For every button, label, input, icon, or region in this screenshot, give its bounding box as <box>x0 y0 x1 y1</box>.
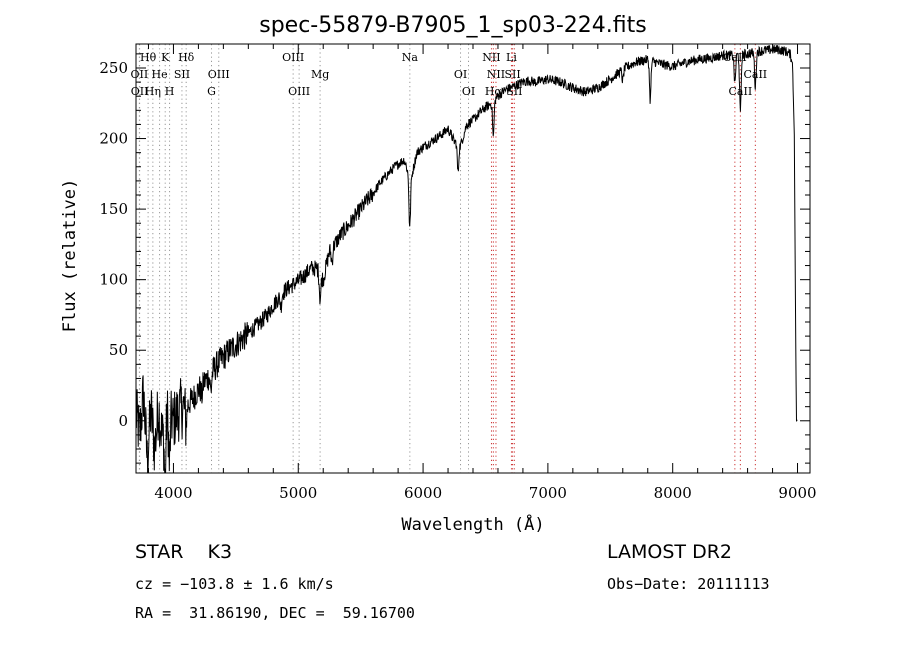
axis-ticks <box>136 44 810 473</box>
y-tick-label: 50 <box>109 341 128 359</box>
spectral-line-label: Na <box>402 51 419 64</box>
x-tick-label: 9000 <box>778 484 816 502</box>
spectral-line-label: Hη <box>145 85 161 98</box>
spectral-line-label: OI <box>454 68 467 81</box>
y-tick-label: 0 <box>118 412 128 430</box>
object-class: STAR K3 <box>135 541 233 563</box>
spectral-line-label: SII <box>174 68 190 81</box>
x-tick-label: 4000 <box>154 484 192 502</box>
spectral-line-label: CaII <box>743 68 767 81</box>
spectral-line-label: OIII <box>282 51 304 64</box>
spectral-line-markers <box>138 44 756 473</box>
spectral-line-label: NII <box>482 51 500 64</box>
spectral-line-label: OIII <box>288 85 310 98</box>
coordinates: RA = 31.86190, DEC = 59.16700 <box>135 604 415 622</box>
redshift-velocity: cz = −103.8 ± 1.6 km/s <box>135 575 334 593</box>
spectral-line-label: OII <box>131 68 149 81</box>
spectral-line-label: OIII <box>208 68 230 81</box>
axis-tick-labels: 4000 5000 6000 7000 8000 9000 0 50 100 150 200 250 <box>99 59 816 502</box>
spectral-line-label: Mg <box>311 68 329 81</box>
spectral-line-label: Hθ <box>140 51 157 64</box>
survey-name: LAMOST DR2 <box>607 541 732 563</box>
x-tick-label: 5000 <box>279 484 317 502</box>
chart-title: spec-55879-B7905_1_sp03-224.fits <box>259 13 647 38</box>
y-tick-label: 150 <box>99 200 128 218</box>
spectral-line-label: K <box>161 51 170 64</box>
x-tick-label: 8000 <box>654 484 692 502</box>
spectrum-series-line <box>135 44 798 474</box>
x-tick-label: 6000 <box>404 484 442 502</box>
y-axis-label: Flux (relative) <box>60 179 80 333</box>
spectral-line-label: He <box>152 68 168 81</box>
y-tick-label: 200 <box>99 130 128 148</box>
spectral-line-label: OII <box>131 85 149 98</box>
spectral-line-label: OI <box>462 85 475 98</box>
spectral-line-label: SII <box>504 68 520 81</box>
y-tick-label: 100 <box>99 271 128 289</box>
spectral-line-label: H <box>165 85 175 98</box>
x-tick-label: 7000 <box>529 484 567 502</box>
observation-date: Obs−Date: 20111113 <box>607 575 770 593</box>
x-axis-label: Wavelength (Å) <box>401 513 544 535</box>
y-tick-label: 250 <box>99 59 128 77</box>
spectral-line-label: CaII <box>729 85 753 98</box>
plot-frame <box>135 43 811 474</box>
spectral-line-label: NII <box>487 68 505 81</box>
spectral-line-label: Li <box>506 51 517 64</box>
spectral-line-label: G <box>207 85 216 98</box>
spectral-line-label: Hδ <box>178 51 195 64</box>
